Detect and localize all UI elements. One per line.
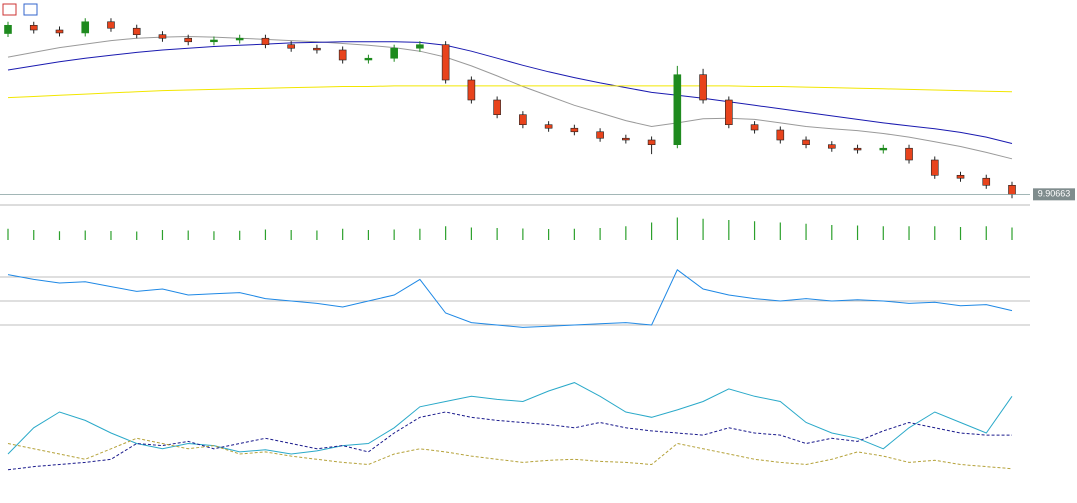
candle-body [416, 44, 424, 49]
candle-body [107, 21, 115, 29]
candle-body [905, 147, 913, 161]
candle-body [261, 37, 270, 46]
icon[interactable] [23, 3, 38, 16]
line-series [7, 269, 1013, 328]
candle-body [132, 27, 141, 36]
candle-body [441, 44, 450, 81]
candle-body [364, 57, 373, 61]
line-series [7, 437, 1013, 470]
candle-body [519, 114, 527, 126]
candle-body [81, 21, 90, 34]
toolbar-icons[interactable] [2, 3, 38, 16]
candle-body [313, 47, 321, 51]
candle-body [853, 147, 862, 151]
candle-body [802, 139, 810, 146]
candle-body [493, 99, 501, 116]
candle-body [235, 37, 244, 41]
line-series [7, 411, 1012, 471]
candle-body [673, 74, 682, 146]
candle-body [956, 174, 965, 179]
candle-body [982, 177, 991, 186]
candle-body [338, 49, 347, 61]
candle-body [210, 39, 218, 43]
candle-body [570, 127, 579, 133]
candle-body [390, 47, 398, 59]
candle-body [879, 147, 888, 151]
candle-body [1008, 184, 1016, 195]
line-series [7, 41, 1013, 144]
price-label-box [1033, 188, 1075, 201]
candle-body [750, 124, 759, 131]
candle-body [622, 137, 630, 141]
line-series [7, 35, 1013, 160]
candle-body [776, 129, 785, 141]
icon[interactable] [2, 3, 17, 16]
candle-body [827, 144, 836, 149]
candle-body [699, 74, 707, 101]
candle-body [158, 34, 167, 39]
candle-body [55, 29, 64, 34]
price-label: 9.90663 [1038, 189, 1071, 199]
line-series [7, 382, 1013, 455]
candle-body [647, 139, 656, 146]
candle-body [544, 124, 553, 129]
candle-body [184, 37, 193, 43]
candle-body [29, 24, 38, 31]
candle-body [930, 159, 939, 176]
candle-body [467, 79, 476, 101]
candle-body [725, 99, 733, 126]
candle-body [4, 24, 12, 34]
line-series [7, 85, 1013, 99]
candle-body [596, 131, 604, 139]
candle-body [287, 44, 295, 49]
